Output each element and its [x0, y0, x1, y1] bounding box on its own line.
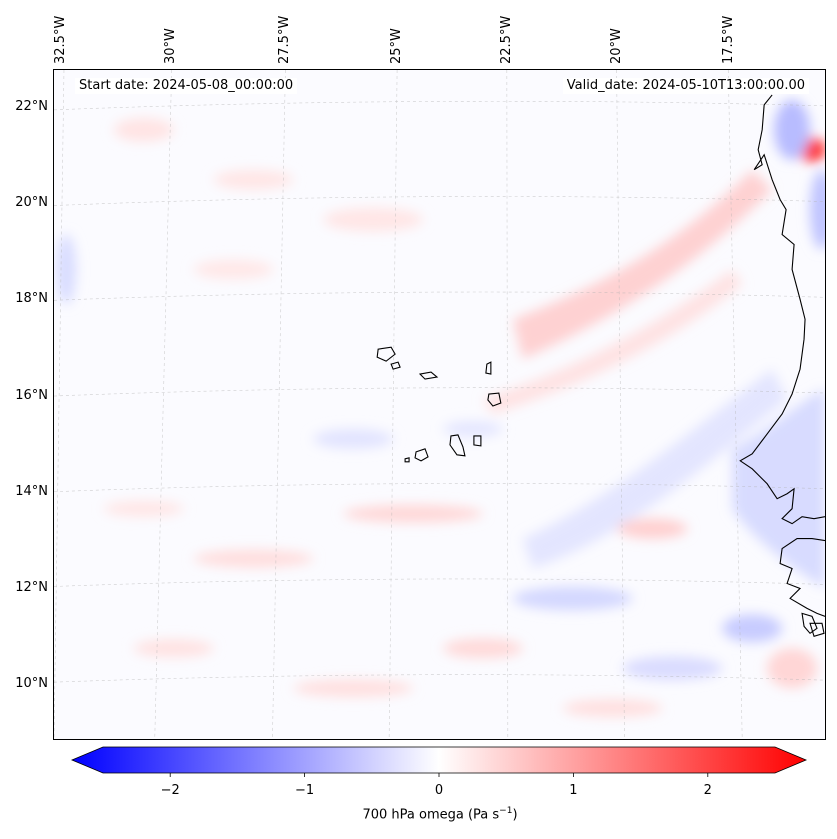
colorbar-tick-label: −1 — [295, 783, 314, 798]
omega-field-map — [54, 70, 825, 739]
island-maio — [473, 435, 482, 447]
lon-label-27-5w: 27.5°W — [277, 15, 292, 64]
meridian-22-5w — [506, 70, 509, 739]
meridian-17-5w — [727, 70, 743, 739]
descent-cell-ne — [774, 99, 811, 160]
lon-label-30w: 30°W — [163, 28, 178, 64]
lat-label-10n: 10°N — [15, 676, 48, 691]
lat-label-18n: 18°N — [15, 291, 48, 306]
parallel-10n — [54, 674, 825, 683]
parallel-22n — [54, 100, 825, 111]
colorbar-label-exponent: −1 — [499, 806, 513, 816]
bijagos-islands — [801, 612, 825, 637]
island-santo-antao — [376, 346, 396, 362]
ascent-band-north — [512, 169, 773, 360]
colorbar-tick-label: −2 — [161, 783, 180, 798]
lat-label-16n: 16°N — [15, 388, 48, 403]
start-date-label: Start date: 2024-05-08_00:00:00 — [75, 78, 298, 94]
lat-label-22n: 22°N — [15, 99, 48, 114]
ascent-band-south — [482, 269, 743, 414]
colorbar-tick-label: 1 — [569, 783, 577, 798]
coastlines — [376, 94, 825, 637]
parallel-14n — [54, 483, 825, 493]
meridian-30w — [154, 70, 172, 739]
lat-label-14n: 14°N — [15, 484, 48, 499]
meridian-20w — [616, 70, 625, 739]
parallel-16n — [54, 387, 825, 397]
lat-label-12n: 12°N — [15, 580, 48, 595]
island-boa-vista — [487, 392, 502, 407]
island-santiago — [449, 434, 466, 457]
colorbar-label-text: 700 hPa omega (Pa s — [362, 807, 500, 823]
africa-coastline-south — [779, 538, 825, 617]
colorbar-label: 700 hPa omega (Pa s−1) — [0, 806, 837, 822]
graticule — [54, 70, 825, 739]
colorbar-tick-label: 0 — [435, 783, 443, 798]
island-fogo — [414, 448, 429, 462]
lon-label-22-5w: 22.5°W — [499, 15, 514, 64]
colorbar-ticks: −2 −1 0 1 2 — [161, 773, 712, 798]
descent-band — [522, 369, 788, 569]
colorbar-label-close: ) — [512, 807, 518, 823]
meridian-27-5w — [272, 70, 286, 739]
island-sao-vicente — [390, 361, 401, 370]
colorbar-bar — [70, 746, 808, 774]
parallel-20n — [54, 196, 825, 206]
lon-label-32-5w: 32.5°W — [53, 15, 68, 64]
parallel-12n — [54, 578, 825, 587]
lon-label-17-5w: 17.5°W — [721, 15, 736, 64]
africa-coastline — [739, 94, 825, 525]
parallel-18n — [54, 291, 825, 301]
lon-label-20w: 20°W — [609, 28, 624, 64]
island-sao-nicolau — [418, 371, 439, 380]
colorbar-tick-label: 2 — [704, 783, 712, 798]
omega-shading — [55, 99, 825, 718]
island-sal — [485, 361, 492, 375]
valid-date-label: Valid_date: 2024-05-10T13:00:00.00 — [562, 78, 809, 94]
island-brava — [404, 457, 410, 463]
map-panel — [53, 69, 826, 740]
descent-cell-ne2 — [810, 169, 825, 250]
colorbar: −2 −1 0 1 2 — [70, 746, 808, 798]
meridian-32-5w — [54, 70, 65, 739]
lon-label-25w: 25°W — [389, 28, 404, 64]
lat-label-20n: 20°N — [15, 195, 48, 210]
meridian-25w — [388, 70, 398, 739]
